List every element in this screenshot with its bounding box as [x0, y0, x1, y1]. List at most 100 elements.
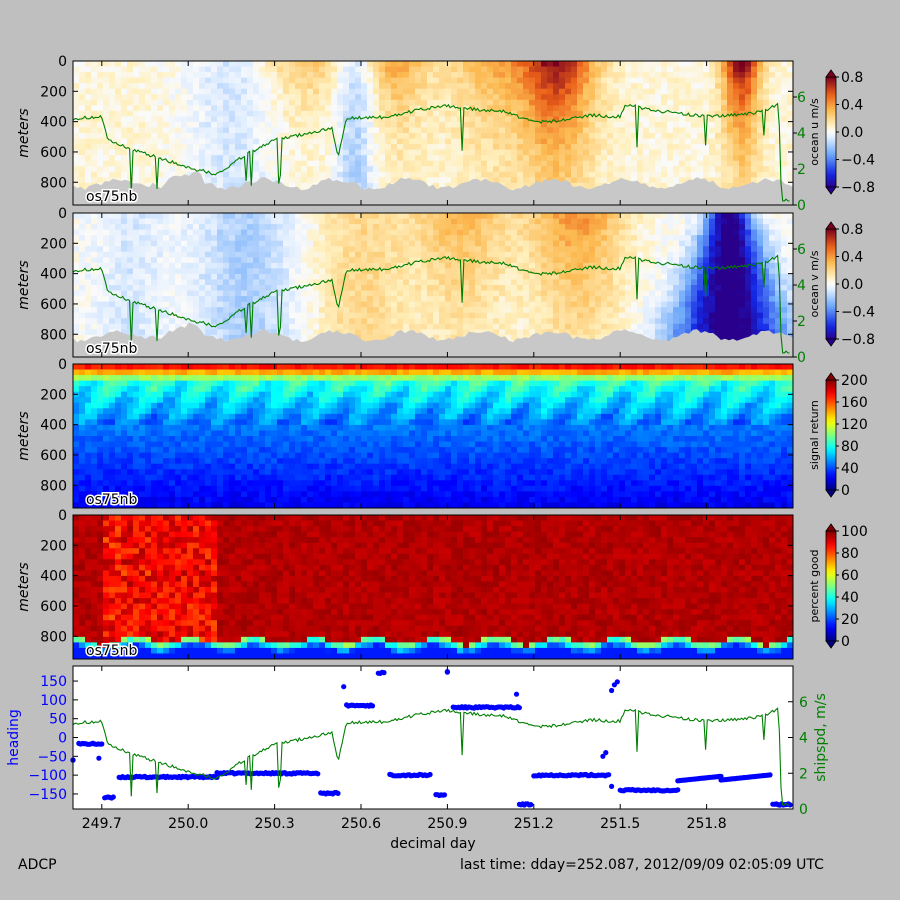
heading-point: [600, 753, 606, 759]
heading-tick-label: 150: [40, 674, 67, 690]
shipspd-overlay-v: [73, 254, 790, 354]
heading-point: [341, 684, 347, 690]
colorbar-tick-label: 200: [841, 373, 868, 389]
heading-point: [767, 772, 773, 778]
right-tick-label: 6: [797, 90, 806, 106]
ytick-label: 400: [40, 418, 67, 434]
heatmap-4: [73, 515, 793, 659]
ytick-label: 800: [40, 175, 67, 191]
colorbar-label: percent good: [808, 549, 821, 622]
colorbar-tick-label: −0.4: [841, 305, 875, 321]
y-axis-label: meters: [16, 108, 32, 157]
heading-tick-label: −50: [37, 749, 67, 765]
heading-point: [444, 669, 450, 675]
instrument-label: os75nb: [86, 643, 138, 659]
instrument-label: os75nb: [86, 492, 138, 508]
ytick-label: 0: [58, 357, 67, 373]
heading-point: [381, 670, 387, 676]
y-axis-label: meters: [16, 260, 32, 309]
heading-point: [99, 741, 105, 747]
colorbar-tick-label: 100: [841, 524, 868, 540]
ytick-label: 400: [40, 569, 67, 585]
right-tick-label: 2: [797, 162, 806, 178]
ytick-label: 600: [40, 599, 67, 615]
ytick-label: 600: [40, 448, 67, 464]
heading-point: [603, 750, 609, 756]
right-tick-label: 4: [797, 126, 806, 142]
xtick-label: 249.7: [82, 816, 122, 832]
heading-panel-bg: [73, 666, 793, 809]
heading-point: [675, 787, 681, 793]
ytick-label: 600: [40, 145, 67, 161]
ytick-label: 800: [40, 629, 67, 645]
ytick-label: 800: [40, 327, 67, 343]
colorbar-2: 0.8 0.4 0.0 −0.4 −0.8 ocean v m/s: [808, 221, 875, 348]
colorbar-tick-label: −0.4: [841, 153, 875, 169]
xtick-label: 250.9: [427, 816, 467, 832]
x-axis-label: decimal day: [390, 836, 475, 852]
heading-point: [369, 703, 376, 709]
colorbar-label: signal return: [808, 400, 821, 470]
right-tick-label: 6: [797, 242, 806, 258]
heading-point: [787, 802, 793, 808]
ytick-label: 400: [40, 115, 67, 131]
heading-point: [609, 687, 615, 694]
heading-point: [609, 783, 615, 790]
instrument-label: os75nb: [86, 341, 138, 357]
colorbar-tick-label: 160: [841, 395, 868, 411]
colorbar-tick-label: 0.0: [841, 125, 863, 141]
heading-point: [315, 771, 321, 777]
ytick-label: 400: [40, 267, 67, 283]
colorbar-label: ocean u m/s: [808, 98, 821, 166]
colorbar-tick-label: 0.8: [841, 70, 863, 86]
heading-tick-label: −100: [29, 768, 67, 784]
colorbar-4: 100 80 60 40 20 0 percent good: [808, 523, 868, 650]
colorbar-tick-label: −0.8: [841, 332, 875, 348]
no-data-mask: [73, 322, 793, 357]
shipspd-tick-label: 2: [799, 766, 808, 782]
heading-series: [70, 669, 793, 808]
heading-point: [614, 679, 620, 685]
heading-point: [427, 771, 433, 778]
heading-tick-label: −150: [29, 787, 67, 803]
colorbar-tick-label: 0.8: [841, 222, 863, 238]
shipspd-line: [72, 707, 790, 806]
heading-axis-label: heading: [6, 709, 22, 766]
heading-tick-label: 0: [58, 731, 67, 747]
footer-last-time: last time: dday=252.087, 2012/09/09 02:0…: [460, 857, 824, 873]
colorbar-tick-label: 40: [841, 461, 859, 477]
xtick-label: 250.3: [255, 816, 295, 832]
colorbar-tick-label: 80: [841, 546, 859, 562]
colorbar-tick-label: 0: [841, 483, 850, 499]
ytick-label: 0: [58, 508, 67, 524]
heading-point: [606, 772, 612, 778]
colorbar-tick-label: 0.4: [841, 98, 863, 114]
no-data-mask: [73, 171, 793, 205]
heading-tick-label: 50: [49, 712, 67, 728]
colorbar-label: ocean v m/s: [808, 250, 821, 317]
colorbar-tick-label: 0.0: [841, 277, 863, 293]
shipspd-tick-label: 4: [799, 731, 808, 747]
colorbar-tick-label: 40: [841, 590, 859, 606]
heatmap-2: [73, 213, 793, 357]
heading-point: [335, 790, 341, 797]
colorbar-3: 200 160 120 80 40 0 signal return: [808, 372, 868, 499]
ytick-label: 200: [40, 84, 67, 100]
shipspd-tick-label: 6: [799, 695, 808, 711]
colorbar-tick-label: −0.8: [841, 180, 875, 196]
xtick-label: 251.2: [514, 816, 554, 832]
heading-point: [516, 705, 523, 711]
right-tick-label: 4: [797, 278, 806, 294]
heading-point: [110, 794, 116, 800]
ytick-label: 0: [58, 54, 67, 70]
ytick-label: 200: [40, 538, 67, 554]
colorbar-tick-label: 60: [841, 568, 859, 584]
y-axis-label: meters: [16, 562, 32, 611]
ytick-label: 800: [40, 478, 67, 494]
right-tick-label: 2: [797, 314, 806, 330]
colorbar-tick-label: 0: [841, 634, 850, 650]
shipspd-overlay-u: [73, 102, 790, 202]
heading-point: [441, 792, 448, 798]
right-tick-label: 0: [797, 350, 806, 366]
